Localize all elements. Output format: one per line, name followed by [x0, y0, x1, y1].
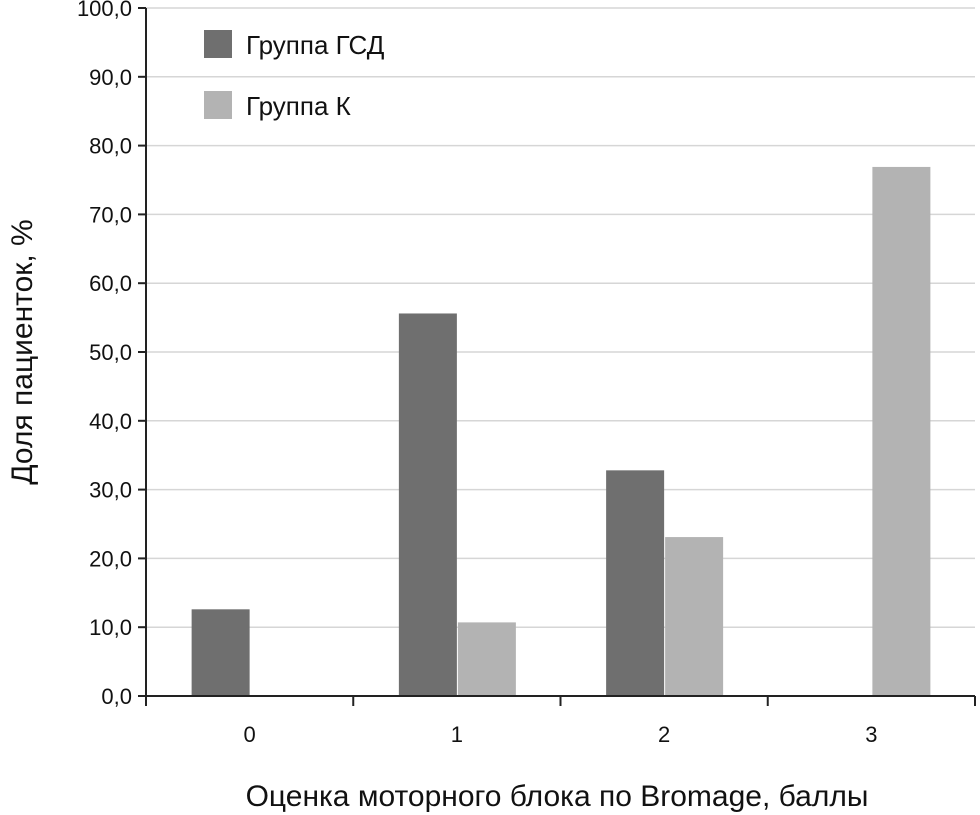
bars	[191, 166, 931, 697]
x-tick-label: 2	[658, 722, 670, 747]
bar	[457, 622, 516, 696]
y-tick-label: 0,0	[101, 684, 132, 709]
bar	[606, 470, 665, 696]
legend: Группа ГСД Группа К	[204, 30, 385, 121]
y-tick-labels: 0,0 10,0 20,0 30,0 40,0 50,0 60,0 70,0 80,0 90,0 1…	[77, 0, 146, 709]
legend-swatch	[204, 30, 232, 58]
y-tick-label: 70,0	[89, 202, 132, 227]
y-tick-label: 60,0	[89, 271, 132, 296]
y-axis-title: Доля пациенток, %	[6, 219, 39, 484]
x-tick-labels: 0 1 2 3	[145, 696, 976, 747]
bar	[191, 609, 250, 696]
y-tick-label: 90,0	[89, 65, 132, 90]
y-tick-label: 100,0	[77, 0, 132, 21]
y-tick-label: 40,0	[89, 409, 132, 434]
y-tick-label: 50,0	[89, 340, 132, 365]
x-axis-title: Оценка моторного блока по Bromage, баллы	[246, 780, 869, 813]
y-tick-label: 10,0	[89, 615, 132, 640]
x-tick-label: 3	[865, 722, 877, 747]
x-tick-label: 1	[451, 722, 463, 747]
y-tick-label: 80,0	[89, 134, 132, 159]
bar	[872, 166, 931, 697]
y-tick-label: 20,0	[89, 546, 132, 571]
legend-swatch	[204, 91, 232, 119]
bar	[665, 537, 724, 696]
legend-label: Группа К	[246, 91, 351, 121]
x-tick-label: 0	[244, 722, 256, 747]
bar	[398, 313, 457, 696]
legend-label: Группа ГСД	[246, 30, 385, 60]
grid-lines	[146, 7, 975, 628]
y-tick-label: 30,0	[89, 478, 132, 503]
